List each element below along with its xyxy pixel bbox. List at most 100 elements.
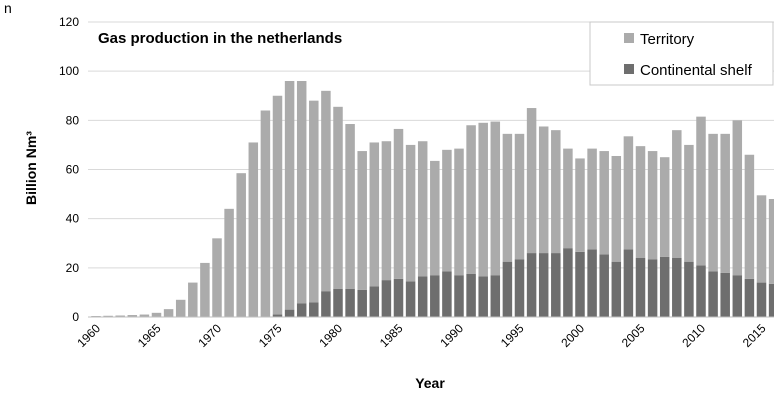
legend-label-territory: Territory — [640, 31, 695, 48]
y-tick-label: 60 — [66, 163, 80, 177]
y-axis-label: Billion Nm³ — [23, 131, 39, 205]
bar-territory — [309, 100, 319, 303]
bar-territory — [732, 120, 743, 276]
bar-territory — [381, 141, 392, 281]
legend-swatch-territory — [624, 33, 634, 43]
x-tick-label: 1970 — [195, 321, 224, 350]
bar-continental-shelf — [756, 282, 767, 317]
bar-territory — [127, 315, 138, 317]
bar-continental-shelf — [490, 275, 501, 317]
bar-continental-shelf — [684, 261, 694, 317]
bar-territory — [575, 158, 585, 252]
bar-continental-shelf — [357, 289, 367, 317]
bar-territory — [405, 144, 416, 282]
legend-label-continental-shelf: Continental shelf — [640, 62, 753, 79]
bar-continental-shelf — [563, 248, 573, 317]
bar-territory — [248, 142, 259, 317]
bar-territory — [611, 155, 622, 262]
bar-continental-shelf — [599, 254, 609, 317]
bar-territory — [599, 151, 609, 255]
x-tick-label: 2015 — [740, 321, 769, 350]
bar-continental-shelf — [478, 276, 488, 317]
bar-territory — [369, 142, 380, 287]
bar-territory — [296, 81, 307, 304]
bar-territory — [139, 314, 150, 317]
bar-continental-shelf — [442, 271, 452, 317]
bar-continental-shelf — [538, 253, 549, 317]
bar-territory — [684, 144, 694, 262]
bar-territory — [672, 130, 682, 258]
bar-continental-shelf — [551, 253, 561, 317]
x-tick-label: 2005 — [619, 321, 648, 350]
bar-continental-shelf — [393, 278, 404, 317]
bar-continental-shelf — [333, 288, 343, 317]
bar-territory — [212, 238, 222, 317]
bar-territory — [357, 151, 367, 290]
bar-territory — [417, 141, 428, 277]
bar-territory — [696, 116, 706, 266]
bar-territory — [623, 136, 634, 250]
y-tick-label: 120 — [59, 15, 79, 29]
bar-territory — [647, 151, 658, 260]
y-tick-labels: 0 20 40 60 80 100 120 — [59, 15, 79, 324]
y-tick-label: 0 — [72, 310, 79, 324]
bar-territory — [635, 146, 646, 258]
bar-continental-shelf — [768, 283, 774, 317]
bar-territory — [200, 262, 210, 317]
bar-continental-shelf — [272, 314, 283, 317]
bar-continental-shelf — [526, 253, 537, 317]
legend: Territory Continental shelf — [589, 21, 774, 86]
bar-territory — [333, 106, 343, 289]
legend-box — [589, 21, 774, 86]
bar-territory — [587, 148, 597, 250]
x-axis-label: Year — [415, 375, 445, 391]
bar-continental-shelf — [514, 259, 525, 317]
bar-territory — [466, 125, 476, 274]
y-tick-label: 40 — [66, 212, 80, 226]
bar-continental-shelf — [744, 278, 755, 317]
bar-territory — [454, 148, 464, 276]
bar-continental-shelf — [635, 258, 646, 317]
bar-territory — [163, 309, 174, 317]
x-tick-label: 1975 — [256, 321, 285, 350]
bar-territory — [272, 95, 283, 315]
bar-territory — [720, 133, 730, 273]
bar-territory — [514, 133, 525, 260]
bar-territory — [744, 154, 755, 279]
bar-continental-shelf — [502, 261, 513, 317]
bar-territory — [151, 312, 162, 317]
stray-text-mark: n — [4, 0, 12, 16]
bar-territory — [236, 173, 246, 317]
y-tick-label: 100 — [59, 64, 79, 78]
bar-continental-shelf — [345, 288, 355, 317]
bar-territory — [756, 195, 767, 283]
x-tick-label: 1960 — [74, 321, 103, 350]
bar-continental-shelf — [647, 259, 658, 317]
bar-continental-shelf — [466, 273, 476, 317]
x-tick-label: 1985 — [377, 321, 406, 350]
x-tick-label: 1995 — [498, 321, 527, 350]
bar-continental-shelf — [417, 276, 428, 317]
bar-territory — [502, 133, 513, 262]
bar-territory — [345, 124, 355, 289]
bar-continental-shelf — [659, 256, 670, 317]
bar-continental-shelf — [381, 280, 392, 317]
x-tick-label: 2000 — [558, 321, 587, 350]
bar-continental-shelf — [696, 265, 706, 317]
x-tick-label: 2010 — [679, 321, 708, 350]
bar-territory — [175, 299, 186, 317]
bar-continental-shelf — [321, 291, 331, 317]
bar-territory — [442, 149, 452, 272]
bar-territory — [393, 128, 404, 279]
bar-territory — [103, 315, 113, 317]
chart-title: Gas production in the netherlands — [98, 30, 342, 47]
bar-territory — [490, 121, 501, 276]
bar-continental-shelf — [296, 303, 307, 317]
bar-continental-shelf — [284, 309, 295, 317]
bar-continental-shelf — [430, 275, 440, 317]
bar-territory — [478, 122, 488, 277]
bar-continental-shelf — [720, 272, 730, 317]
bar-territory — [224, 208, 234, 317]
x-tick-label: 1990 — [437, 321, 466, 350]
bar-territory — [260, 110, 271, 317]
